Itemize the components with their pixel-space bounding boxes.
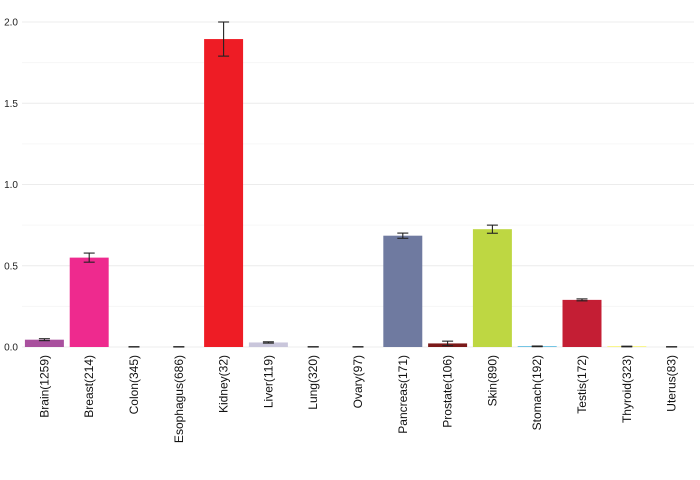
x-category-label: Liver(119) [261, 355, 275, 408]
bars [24, 39, 647, 347]
x-category-label: Pancreas(171) [396, 355, 410, 434]
grid-lines [22, 21, 694, 348]
x-category-label: Lung(320) [306, 355, 320, 410]
x-category-label: Prostate(106) [441, 355, 455, 428]
bar [69, 257, 109, 347]
bar [562, 299, 602, 347]
x-category-label: Ovary(97) [351, 355, 365, 408]
x-category-label: Kidney(32) [217, 355, 231, 413]
x-category-label: Breast(214) [82, 355, 96, 418]
y-tick-label: 1.5 [4, 99, 18, 110]
x-category-label: Testis(172) [575, 355, 589, 414]
x-category-label: Colon(345) [127, 355, 141, 414]
bar [383, 235, 423, 347]
x-axis-category-labels: Brain(1259) Breast(214) Colon(345) Esophagu… [37, 355, 678, 443]
y-tick-label: 1.0 [4, 180, 18, 191]
bar [248, 342, 288, 347]
bar [24, 339, 64, 347]
y-tick-label: 2.0 [4, 18, 18, 29]
x-category-label: Uterus(83) [665, 355, 679, 412]
error-bars [38, 21, 678, 348]
y-tick-label: 0.0 [4, 343, 18, 354]
bar [204, 39, 244, 347]
bar [472, 229, 512, 347]
x-category-label: Stomach(192) [530, 355, 544, 430]
x-category-label: Thyroid(323) [620, 355, 634, 423]
x-category-label: Brain(1259) [37, 355, 51, 418]
x-category-label: Esophagus(686) [172, 355, 186, 443]
y-axis-tick-labels: 0.0 0.5 1.0 1.5 2.0 [4, 18, 18, 354]
y-tick-label: 0.5 [4, 261, 18, 272]
x-category-label: Skin(890) [485, 355, 499, 406]
